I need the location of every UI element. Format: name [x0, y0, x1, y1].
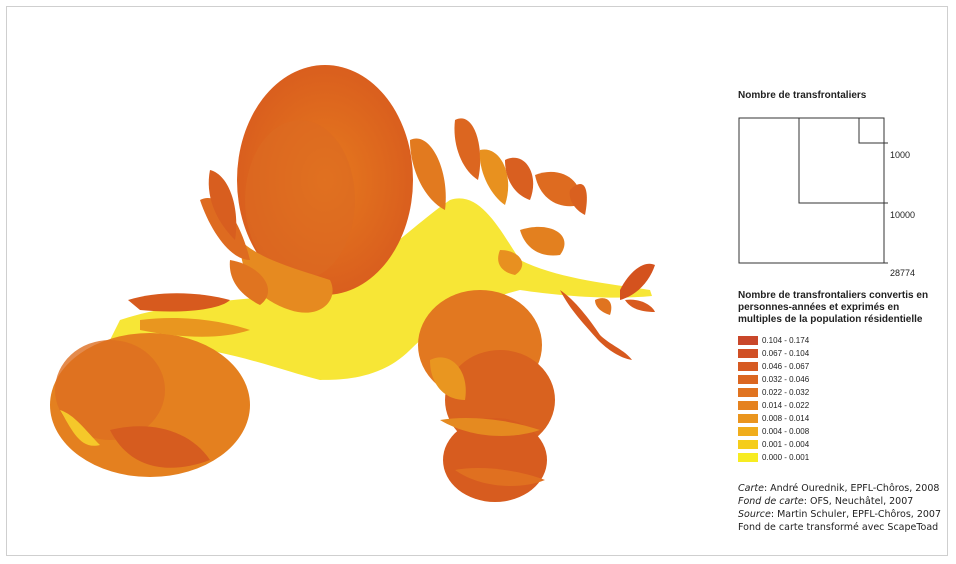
legend-class-label: 0.067 - 0.104 [762, 349, 810, 358]
legend-class-label: 0.046 - 0.067 [762, 362, 810, 371]
legend-class-row: 0.032 - 0.046 [738, 373, 948, 386]
map-east-fan [410, 118, 587, 275]
legend-swatch [738, 414, 758, 423]
credit-value: Fond de carte transformé avec ScapeToad [738, 522, 939, 533]
size-label-medium: 10000 [890, 210, 916, 220]
credit-line: Fond de carte: OFS, Neuchâtel, 2007 [738, 495, 948, 508]
size-legend: 1000 10000 28774 [738, 108, 928, 278]
color-legend-title: Nombre de transfrontaliers convertis en … [738, 290, 929, 325]
legend-class-label: 0.004 - 0.008 [762, 427, 810, 436]
cartogram-map [50, 65, 655, 502]
legend-class-row: 0.014 - 0.022 [738, 399, 948, 412]
legend-swatch [738, 453, 758, 462]
legend-class-row: 0.046 - 0.067 [738, 360, 948, 373]
map-north-region [237, 65, 413, 313]
legend-swatch [738, 388, 758, 397]
size-legend-title: Nombre de transfrontaliers [738, 90, 867, 101]
credits: Carte: André Ourednik, EPFL-Chôros, 2008… [738, 482, 948, 534]
legend-class-row: 0.008 - 0.014 [738, 412, 948, 425]
legend-swatch [738, 440, 758, 449]
legend-class-label: 0.104 - 0.174 [762, 336, 810, 345]
legend-class-label: 0.022 - 0.032 [762, 388, 810, 397]
map-west-region [50, 333, 250, 477]
credit-key: Fond de carte [738, 496, 804, 507]
map-frame [6, 6, 948, 556]
legend-swatch [738, 375, 758, 384]
size-label-large: 28774 [890, 268, 916, 278]
legend-class-row: 0.067 - 0.104 [738, 347, 948, 360]
credit-line: Source: Martin Schuler, EPFL-Chôros, 200… [738, 508, 948, 521]
credit-value: : Martin Schuler, EPFL-Chôros, 2007 [770, 509, 942, 520]
map-south-region [418, 290, 555, 502]
legend-class-label: 0.008 - 0.014 [762, 414, 810, 423]
legend-class-label: 0.001 - 0.004 [762, 440, 810, 449]
legend-class-label: 0.032 - 0.046 [762, 375, 810, 384]
legend: Nombre de transfrontaliers 1000 10000 28… [738, 90, 948, 534]
map-west-lobes [128, 170, 269, 337]
map-east-spike [560, 263, 655, 360]
legend-class-row: 0.004 - 0.008 [738, 425, 948, 438]
credit-key: Source [738, 509, 771, 520]
legend-class-row: 0.022 - 0.032 [738, 386, 948, 399]
legend-swatch [738, 336, 758, 345]
legend-swatch [738, 349, 758, 358]
color-legend: 0.104 - 0.174 0.067 - 0.104 0.046 - 0.067 0… [738, 334, 948, 464]
credit-line: Carte: André Ourednik, EPFL-Chôros, 2008 [738, 482, 948, 495]
legend-swatch [738, 427, 758, 436]
legend-swatch [738, 401, 758, 410]
credit-value: : André Ourednik, EPFL-Chôros, 2008 [763, 483, 940, 494]
legend-class-row: 0.001 - 0.004 [738, 438, 948, 451]
credit-key: Carte [738, 483, 764, 494]
legend-class-label: 0.000 - 0.001 [762, 453, 810, 462]
legend-swatch [738, 362, 758, 371]
credit-line: Fond de carte transformé avec ScapeToad [738, 521, 948, 534]
size-label-small: 1000 [890, 150, 911, 160]
credit-value: : OFS, Neuchâtel, 2007 [803, 496, 914, 507]
legend-class-row: 0.104 - 0.174 [738, 334, 948, 347]
size-legend-squares [738, 117, 888, 264]
legend-class-label: 0.014 - 0.022 [762, 401, 810, 410]
legend-class-row: 0.000 - 0.001 [738, 451, 948, 464]
